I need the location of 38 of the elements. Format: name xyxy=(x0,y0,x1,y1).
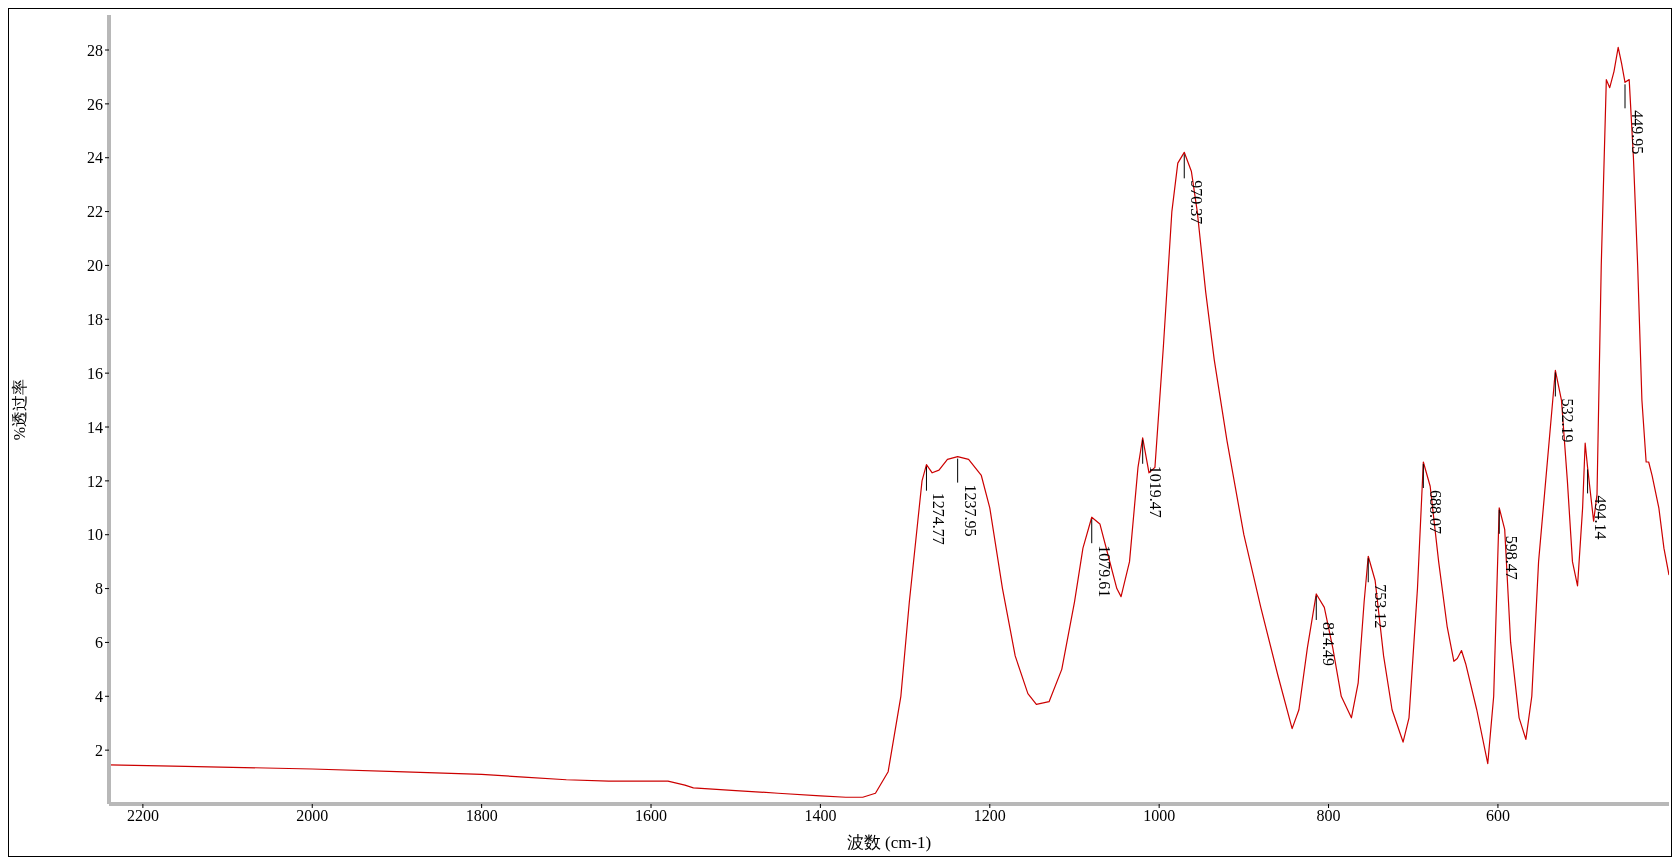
y-tick-label: 8 xyxy=(95,580,103,598)
y-tick-label: 12 xyxy=(87,472,103,490)
y-tick-label: 22 xyxy=(87,203,103,221)
y-tick-label: 20 xyxy=(87,257,103,275)
annotation: 449.95 xyxy=(1629,110,1646,155)
x-tick-label: 1200 xyxy=(973,807,1006,825)
annotation: 753.12 xyxy=(1372,584,1390,629)
y-tick-label: 24 xyxy=(87,149,103,167)
x-tick-label: 1600 xyxy=(635,807,668,825)
x-tick-label: 2200 xyxy=(126,807,159,825)
x-tick-label: 1000 xyxy=(1143,807,1176,825)
annotation: 1079.61 xyxy=(1095,545,1113,598)
y-tick-label: 2 xyxy=(95,741,103,759)
y-tick-label: 26 xyxy=(87,95,103,113)
annotation: 1274.77 xyxy=(930,492,948,545)
x-tick-label: 2000 xyxy=(296,807,329,825)
y-tick-label: 6 xyxy=(95,634,103,652)
y-tick-label: 4 xyxy=(95,687,103,705)
y-tick-label: 10 xyxy=(87,526,103,544)
annotation: 688.07 xyxy=(1427,490,1445,535)
y-tick-label: 16 xyxy=(87,364,103,382)
line-series xyxy=(109,46,1669,798)
annotation: 970.37 xyxy=(1188,180,1206,225)
y-tick-label: 14 xyxy=(87,418,103,436)
x-axis-title: 波数 (cm-1) xyxy=(846,833,932,852)
annotation: 598.47 xyxy=(1503,535,1521,580)
x-tick-label: 1400 xyxy=(804,807,837,825)
y-tick-label: 18 xyxy=(87,310,103,328)
x-tick-label: 1800 xyxy=(465,807,498,825)
y-tick-label: 28 xyxy=(87,41,103,59)
annotation: 814.49 xyxy=(1320,621,1338,666)
x-tick-label: 800 xyxy=(1316,807,1341,825)
annotation: 1237.95 xyxy=(961,484,979,537)
x-tick-label: 600 xyxy=(1485,807,1510,825)
annotation: 494.14 xyxy=(1591,495,1609,540)
annotation: 532.19 xyxy=(1559,398,1577,443)
y-axis-title: %透过率 xyxy=(10,378,28,441)
annotation: 1019.47 xyxy=(1146,465,1164,518)
